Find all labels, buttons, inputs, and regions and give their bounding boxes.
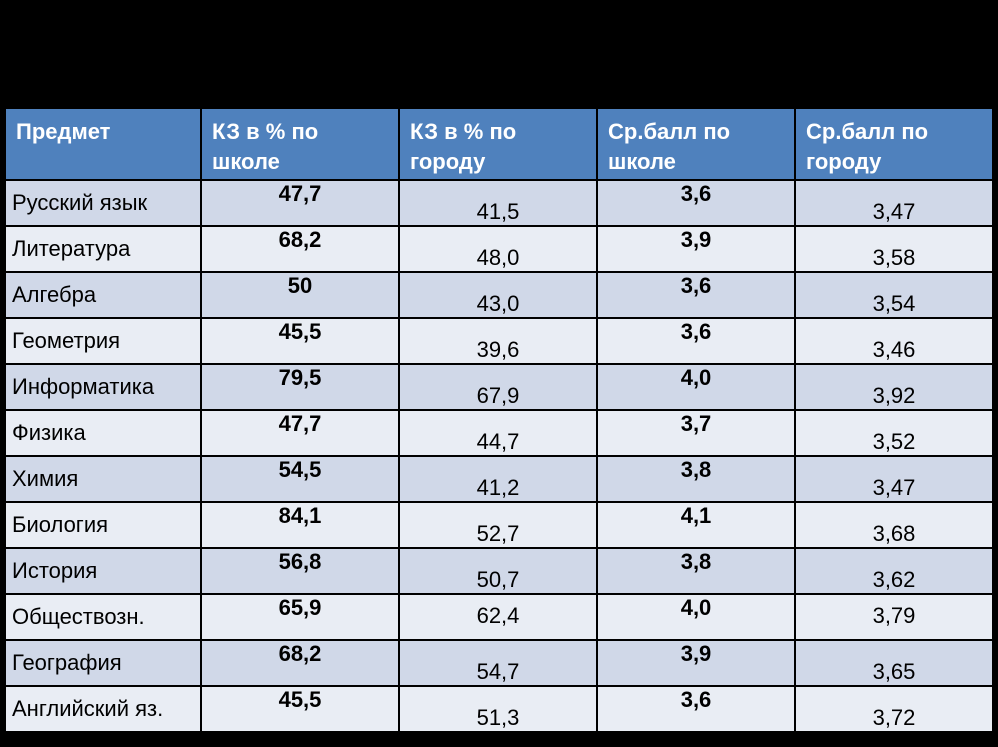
kz-school-cell: 47,7 bbox=[202, 411, 398, 455]
subject-cell: История bbox=[6, 549, 200, 593]
kz-school-cell: 68,2 bbox=[202, 641, 398, 685]
table-row: Информатика 79,5 67,9 4,0 3,92 bbox=[6, 365, 992, 409]
kz-city-cell: 48,0 bbox=[400, 227, 596, 271]
avg-school-cell: 3,6 bbox=[598, 319, 794, 363]
avg-city-cell: 3,47 bbox=[796, 457, 992, 501]
avg-school-cell: 3,6 bbox=[598, 181, 794, 225]
avg-city-cell: 3,46 bbox=[796, 319, 992, 363]
kz-city-cell: 44,7 bbox=[400, 411, 596, 455]
kz-city-cell: 50,7 bbox=[400, 549, 596, 593]
avg-school-cell: 3,6 bbox=[598, 687, 794, 731]
subject-cell: Физика bbox=[6, 411, 200, 455]
avg-city-cell: 3,92 bbox=[796, 365, 992, 409]
table-row: История 56,8 50,7 3,8 3,62 bbox=[6, 549, 992, 593]
kz-school-cell: 79,5 bbox=[202, 365, 398, 409]
header-kz-city-line2: городу bbox=[410, 149, 486, 174]
avg-school-cell: 3,9 bbox=[598, 227, 794, 271]
avg-school-cell: 3,6 bbox=[598, 273, 794, 317]
table-row: Английский яз. 45,5 51,3 3,6 3,72 bbox=[6, 687, 992, 731]
header-kz-city-line1: КЗ в % по bbox=[410, 119, 517, 144]
kz-city-cell: 43,0 bbox=[400, 273, 596, 317]
header-avg-school-line1: Ср.балл по bbox=[608, 119, 731, 144]
subject-cell: География bbox=[6, 641, 200, 685]
kz-school-cell: 56,8 bbox=[202, 549, 398, 593]
subject-cell: Геометрия bbox=[6, 319, 200, 363]
avg-school-cell: 3,7 bbox=[598, 411, 794, 455]
subject-cell: Алгебра bbox=[6, 273, 200, 317]
subject-cell: Обществозн. bbox=[6, 595, 200, 639]
header-avg-city: Ср.балл по городу bbox=[796, 109, 992, 179]
grades-table: Предмет КЗ в % по школе КЗ в % по городу… bbox=[4, 107, 994, 733]
header-avg-school: Ср.балл по школе bbox=[598, 109, 794, 179]
table-row: Русский язык 47,7 41,5 3,6 3,47 bbox=[6, 181, 992, 225]
avg-city-cell: 3,72 bbox=[796, 687, 992, 731]
avg-city-cell: 3,79 bbox=[796, 595, 992, 639]
avg-school-cell: 4,0 bbox=[598, 365, 794, 409]
avg-school-cell: 3,9 bbox=[598, 641, 794, 685]
subject-cell: Английский яз. bbox=[6, 687, 200, 731]
table-row: Литература 68,2 48,0 3,9 3,58 bbox=[6, 227, 992, 271]
kz-city-cell: 41,5 bbox=[400, 181, 596, 225]
header-subject: Предмет bbox=[6, 109, 200, 179]
header-subject-line1: Предмет bbox=[16, 119, 111, 144]
kz-school-cell: 45,5 bbox=[202, 687, 398, 731]
avg-school-cell: 3,8 bbox=[598, 549, 794, 593]
avg-city-cell: 3,47 bbox=[796, 181, 992, 225]
kz-school-cell: 50 bbox=[202, 273, 398, 317]
table-row: География 68,2 54,7 3,9 3,65 bbox=[6, 641, 992, 685]
kz-school-cell: 84,1 bbox=[202, 503, 398, 547]
table-row: Обществозн. 65,9 62,4 4,0 3,79 bbox=[6, 595, 992, 639]
table-row: Биология 84,1 52,7 4,1 3,68 bbox=[6, 503, 992, 547]
avg-school-cell: 3,8 bbox=[598, 457, 794, 501]
kz-city-cell: 54,7 bbox=[400, 641, 596, 685]
header-avg-city-line2: городу bbox=[806, 149, 882, 174]
avg-city-cell: 3,65 bbox=[796, 641, 992, 685]
header-avg-city-line1: Ср.балл по bbox=[806, 119, 929, 144]
table-row: Алгебра 50 43,0 3,6 3,54 bbox=[6, 273, 992, 317]
table-row: Химия 54,5 41,2 3,8 3,47 bbox=[6, 457, 992, 501]
avg-city-cell: 3,58 bbox=[796, 227, 992, 271]
avg-city-cell: 3,62 bbox=[796, 549, 992, 593]
avg-school-cell: 4,1 bbox=[598, 503, 794, 547]
kz-city-cell: 62,4 bbox=[400, 595, 596, 639]
header-kz-city: КЗ в % по городу bbox=[400, 109, 596, 179]
avg-city-cell: 3,68 bbox=[796, 503, 992, 547]
kz-school-cell: 65,9 bbox=[202, 595, 398, 639]
avg-school-cell: 4,0 bbox=[598, 595, 794, 639]
header-kz-school-line1: КЗ в % по bbox=[212, 119, 319, 144]
header-kz-school: КЗ в % по школе bbox=[202, 109, 398, 179]
table-row: Физика 47,7 44,7 3,7 3,52 bbox=[6, 411, 992, 455]
header-kz-school-line2: школе bbox=[212, 149, 280, 174]
subject-cell: Информатика bbox=[6, 365, 200, 409]
subject-cell: Русский язык bbox=[6, 181, 200, 225]
subject-cell: Биология bbox=[6, 503, 200, 547]
kz-city-cell: 67,9 bbox=[400, 365, 596, 409]
kz-city-cell: 39,6 bbox=[400, 319, 596, 363]
avg-city-cell: 3,52 bbox=[796, 411, 992, 455]
subject-cell: Литература bbox=[6, 227, 200, 271]
header-avg-school-line2: школе bbox=[608, 149, 676, 174]
header-row: Предмет КЗ в % по школе КЗ в % по городу… bbox=[6, 109, 992, 179]
kz-school-cell: 45,5 bbox=[202, 319, 398, 363]
kz-city-cell: 52,7 bbox=[400, 503, 596, 547]
kz-school-cell: 54,5 bbox=[202, 457, 398, 501]
kz-school-cell: 68,2 bbox=[202, 227, 398, 271]
avg-city-cell: 3,54 bbox=[796, 273, 992, 317]
table-row: Геометрия 45,5 39,6 3,6 3,46 bbox=[6, 319, 992, 363]
kz-city-cell: 51,3 bbox=[400, 687, 596, 731]
kz-city-cell: 41,2 bbox=[400, 457, 596, 501]
kz-school-cell: 47,7 bbox=[202, 181, 398, 225]
subject-cell: Химия bbox=[6, 457, 200, 501]
